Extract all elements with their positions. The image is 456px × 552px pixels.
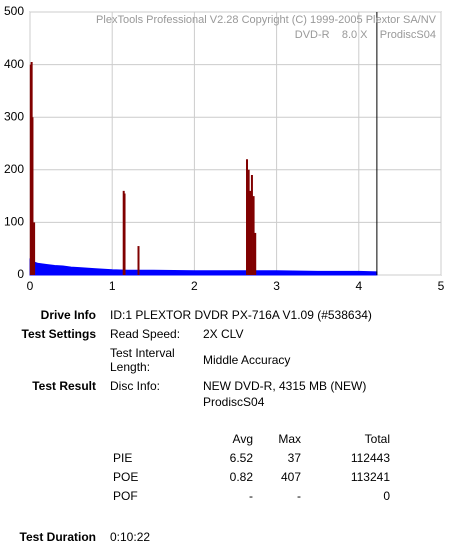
plot-frame (29, 11, 442, 276)
table-cell: PIE (113, 451, 132, 465)
table-cell: POF (113, 489, 138, 503)
table-cell: - (297, 489, 301, 503)
pie-area (29, 258, 378, 276)
value: 0:10:22 (110, 530, 150, 544)
value: ProdiscS04 (203, 395, 265, 409)
table-cell: 37 (288, 451, 302, 465)
label: Test Interval (110, 346, 175, 360)
label: Drive Info (41, 308, 96, 322)
x-tick-label: 2 (191, 279, 198, 293)
x-tick-label: 3 (273, 279, 280, 293)
table-header: Total (365, 432, 390, 446)
x-tick-label: 1 (109, 279, 116, 293)
table-cell: - (249, 489, 253, 503)
label: Disc Info: (110, 379, 160, 393)
table-cell: 0 (383, 489, 390, 503)
y-tick-label: 400 (4, 57, 24, 71)
label: Test Duration (20, 530, 96, 544)
label: Read Speed: (110, 327, 180, 341)
label: Length: (110, 360, 150, 374)
y-tick-label: 500 (4, 4, 24, 18)
table-cell: 113241 (351, 470, 390, 484)
label: Test Result (32, 379, 96, 393)
y-tick-label: 300 (4, 109, 24, 123)
y-tick-label: 0 (17, 267, 24, 281)
table-cell: 407 (281, 470, 301, 484)
table-header: Avg (233, 432, 253, 446)
value: Middle Accuracy (203, 353, 290, 367)
value: NEW DVD-R, 4315 MB (NEW) (203, 379, 366, 393)
x-tick-label: 0 (27, 279, 34, 293)
table-cell: 0.82 (230, 470, 254, 484)
watermark: DVD-R 8.0 X ProdiscS04 (295, 29, 436, 41)
table-cell: 112443 (351, 451, 390, 465)
y-tick-label: 100 (4, 215, 24, 229)
table-cell: POE (113, 470, 138, 484)
table-cell: 6.52 (230, 451, 254, 465)
x-tick-label: 5 (438, 279, 445, 293)
y-tick-label: 200 (4, 162, 24, 176)
chart: 0 100 200 300 400 500 0 1 2 3 4 5 (4, 4, 445, 293)
label: Test Settings (22, 327, 97, 341)
table: PIE 6.52 37 112443 POE 0.82 407 113241 POF - - 0 (113, 451, 390, 503)
x-tick-label: 4 (355, 279, 362, 293)
value: ID:1 PLEXTOR DVDR PX-716A V1.09 (#538634… (110, 308, 372, 322)
value: 2X CLV (203, 327, 243, 341)
watermark: PlexTools Professional V2.28 Copyright (… (96, 14, 437, 26)
table-header: Max (278, 432, 301, 446)
